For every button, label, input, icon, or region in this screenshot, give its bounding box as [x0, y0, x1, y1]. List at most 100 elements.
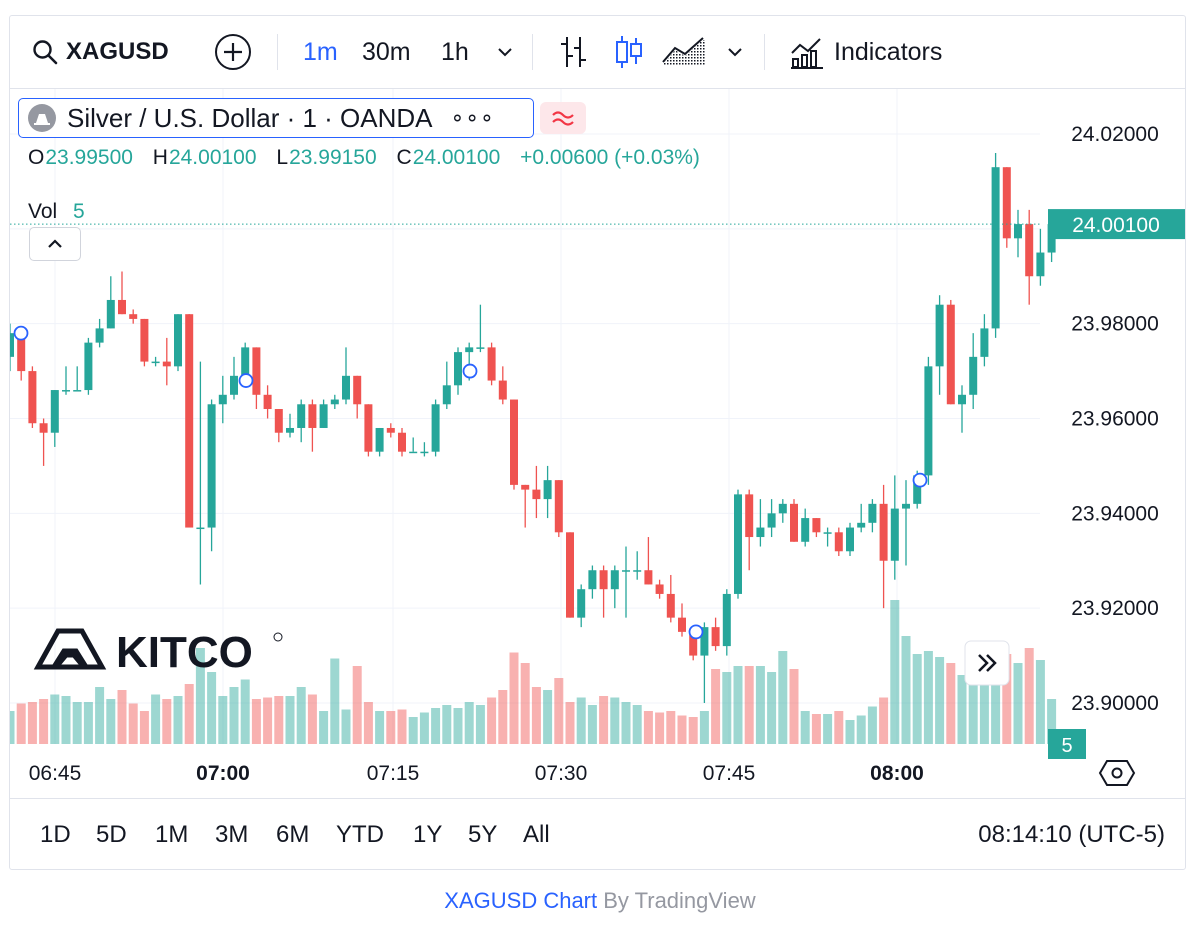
footer-link[interactable]: XAGUSD Chart: [444, 888, 598, 913]
candle: [588, 565, 597, 599]
volume-bar: [834, 711, 844, 744]
candle: [566, 532, 574, 618]
candle: [28, 366, 37, 428]
event-markers[interactable]: [13, 325, 928, 640]
candle: [386, 423, 395, 438]
interval-30m-label: 30m: [362, 37, 411, 66]
candle: [50, 390, 59, 447]
volume-bar: [319, 711, 329, 744]
event-marker-icon[interactable]: [238, 373, 254, 388]
volume-bar: [643, 711, 653, 744]
volume-bar: [879, 697, 889, 744]
time-tick-label: 08:00: [870, 762, 924, 785]
volume-bar: [1024, 648, 1034, 744]
chart-widget: XAGUSD 1m 30m 1h Indicators: [9, 15, 1186, 870]
range-1d[interactable]: 1D: [40, 821, 71, 848]
candle: [980, 314, 989, 367]
candle: [364, 404, 373, 457]
event-marker-icon[interactable]: [688, 624, 704, 640]
candle: [801, 508, 810, 547]
volume-value: 5: [73, 200, 85, 223]
time-axis[interactable]: 06:45 07:00 07:15 07:30 07:45 08:00: [29, 762, 924, 785]
bar-style-button[interactable]: [559, 16, 589, 88]
settings-button[interactable]: [1098, 760, 1136, 786]
range-ytd[interactable]: YTD: [336, 821, 384, 848]
volume-bar: [867, 706, 877, 744]
range-all[interactable]: All: [523, 821, 550, 848]
volume-bar: [16, 703, 26, 744]
volume-bar: [27, 702, 37, 744]
volume-bar: [890, 600, 900, 744]
collapse-legend-button[interactable]: [29, 227, 81, 261]
candlesticks: [10, 152, 1056, 703]
candle: [174, 314, 182, 372]
range-1m[interactable]: 1M: [155, 821, 189, 848]
volume-label: Vol: [28, 200, 58, 223]
candle: [969, 333, 978, 410]
volume-bar: [711, 669, 721, 744]
candle: [431, 399, 440, 457]
volume-bar: [655, 712, 665, 744]
volume-bar: [666, 711, 676, 744]
search-icon: [33, 40, 58, 65]
area-chart-icon: [662, 37, 705, 66]
price-axis[interactable]: 24.02000 23.98000 23.96000 23.94000 23.92000…: [1048, 123, 1185, 759]
candle: [286, 413, 294, 438]
candle: [263, 385, 272, 419]
event-marker-icon[interactable]: [462, 363, 478, 379]
volume-bar: [431, 708, 441, 744]
timezone-clock[interactable]: 08:14:10 (UTC-5): [978, 799, 1165, 871]
event-marker-icon[interactable]: [13, 325, 29, 341]
interval-1h[interactable]: 1h: [441, 16, 469, 88]
range-5d[interactable]: 5D: [96, 821, 127, 848]
time-tick-label: 07:45: [703, 762, 756, 785]
volume-bar: [10, 711, 15, 744]
symbol-name: XAGUSD: [66, 38, 169, 65]
volume-bars: [10, 600, 1057, 744]
interval-1h-label: 1h: [441, 37, 469, 66]
chart-type-dropdown[interactable]: [726, 16, 744, 88]
volume-bar: [106, 699, 116, 744]
interval-1m[interactable]: 1m: [303, 16, 338, 88]
candle-style-button[interactable]: [614, 16, 644, 88]
candle: [532, 465, 541, 519]
candle: [73, 366, 82, 392]
candle: [554, 480, 563, 538]
symbol-legend-pill[interactable]: Silver / U.S. Dollar · 1 · OANDA ∘∘∘: [18, 98, 534, 138]
indicators-button[interactable]: Indicators: [790, 16, 942, 88]
price-chart[interactable]: KITCO 24.02000 23.98000 23.96000 23.94000 23…: [10, 89, 1185, 797]
volume-bar: [352, 666, 362, 744]
area-style-button[interactable]: [661, 16, 707, 88]
scroll-to-realtime-button[interactable]: [964, 640, 1010, 686]
range-6m[interactable]: 6M: [276, 821, 310, 848]
kitco-logo: KITCO: [33, 628, 283, 677]
candle: [185, 314, 194, 528]
volume-bar: [207, 672, 217, 744]
open-label: O: [28, 146, 45, 169]
chevron-down-icon: [498, 48, 512, 57]
range-5y[interactable]: 5Y: [468, 821, 498, 848]
range-3m[interactable]: 3M: [215, 821, 249, 848]
open-value: 23.99500: [45, 146, 133, 169]
volume-bar: [632, 705, 642, 744]
candle: [924, 356, 933, 485]
volume-bar: [554, 678, 564, 744]
price-tick-label: 23.92000: [1071, 597, 1159, 620]
high-value: 24.00100: [168, 146, 257, 169]
more-options-icon[interactable]: ∘∘∘: [450, 105, 495, 130]
candle: [834, 527, 843, 557]
event-marker-icon[interactable]: [912, 472, 928, 488]
compare-wave-button[interactable]: [540, 102, 586, 134]
interval-dropdown[interactable]: [496, 16, 514, 88]
candle: [62, 366, 70, 395]
volume-bar: [274, 696, 284, 744]
volume-bar: [475, 705, 485, 744]
symbol-search[interactable]: XAGUSD: [32, 16, 169, 88]
range-1y[interactable]: 1Y: [413, 821, 443, 848]
volume-bar: [341, 709, 351, 744]
interval-30m[interactable]: 30m: [362, 16, 411, 88]
wave-icon: [552, 111, 574, 126]
compare-button[interactable]: [214, 16, 252, 88]
candle: [868, 499, 877, 533]
time-tick-label: 07:15: [367, 762, 420, 785]
